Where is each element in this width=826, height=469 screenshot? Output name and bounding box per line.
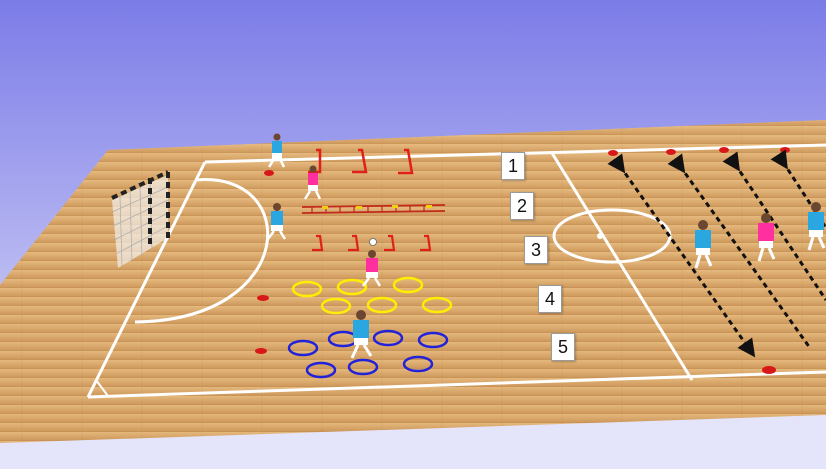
cone (257, 295, 269, 301)
cone (255, 348, 267, 354)
cone (762, 366, 776, 374)
goal (111, 170, 170, 268)
player-blue (807, 202, 826, 251)
player-pink (303, 165, 322, 200)
station-5-blue-rings (287, 329, 449, 379)
player-blue (267, 133, 286, 168)
sprint-arrow (722, 151, 826, 301)
station-4-yellow-rings (291, 276, 453, 315)
cone (608, 150, 618, 156)
player-blue (350, 310, 373, 359)
station-label-3: 3 (524, 236, 548, 264)
court-left-line (86, 161, 207, 398)
station-label-1: 1 (501, 152, 525, 180)
player-pink (362, 250, 382, 287)
station-label-5: 5 (551, 333, 575, 361)
penalty-area (134, 178, 270, 324)
station-2-ladder (301, 204, 446, 214)
station-3-mini-hurdles (312, 234, 432, 252)
station-label-2: 2 (510, 192, 534, 220)
player-pink (757, 213, 776, 262)
ball (369, 238, 377, 246)
court-bottom-line (87, 370, 826, 399)
player-blue (267, 203, 287, 240)
cone (666, 149, 676, 155)
sprint-arrow (607, 153, 756, 358)
cone (719, 147, 729, 153)
player-blue (694, 220, 713, 269)
cone (780, 147, 790, 153)
sprint-arrow (667, 153, 812, 349)
station-label-4: 4 (538, 285, 562, 313)
cone (264, 170, 274, 176)
